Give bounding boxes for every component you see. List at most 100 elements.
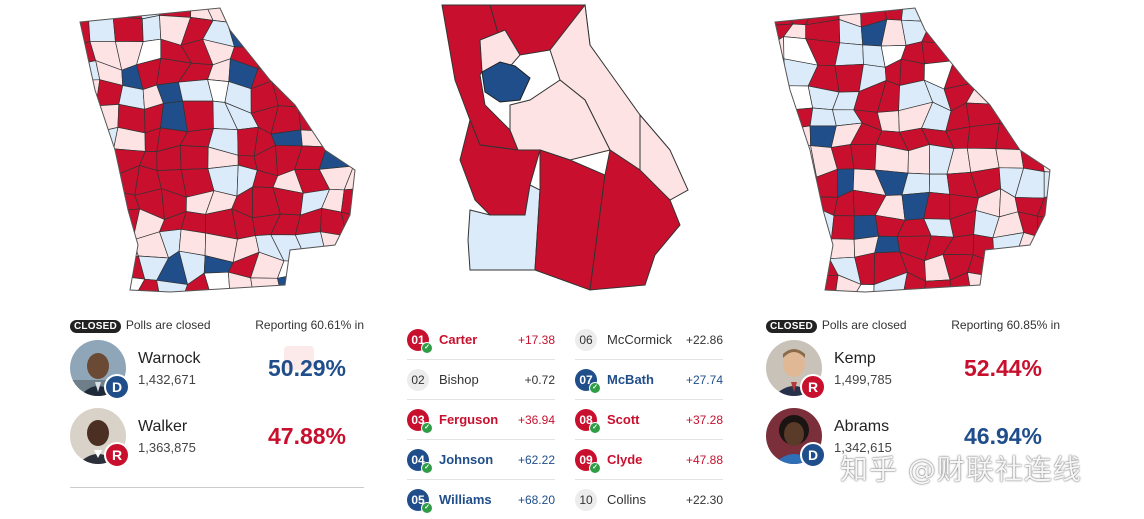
county-shape [321,101,351,132]
county-shape [80,8,100,22]
governor-results-panel: CLOSED Polls are closed Reporting 60.85% … [766,316,1060,470]
county-shape [80,233,99,258]
district-row-08[interactable]: 08 ✓ Scott +37.28 [575,400,723,440]
county-shape [969,61,1001,83]
county-shape [316,83,346,108]
closed-badge: CLOSED [70,319,121,333]
county-shape [850,143,877,171]
county-shape [809,107,837,127]
county-shape [141,14,162,42]
district-shape-12 [639,113,689,201]
reporting-status: Reporting 60.85% in [951,318,1060,332]
county-shape [775,169,782,192]
county-shape [349,126,355,151]
district-number: 08 ✓ [575,408,601,434]
county-shape [1034,8,1050,23]
county-shape [775,58,787,87]
county-shape [805,274,839,292]
county-shape [109,233,139,264]
candidate-name: Warnock [138,349,201,367]
county-shape [80,217,99,239]
avatar: R [766,340,826,400]
candidate-row-warnock[interactable]: D Warnock 1,432,671 50.29% [70,334,364,402]
district-row-01[interactable]: 01 ✓ Carter +17.38 [407,320,555,360]
district-row-06[interactable]: 06 McCormick +22.86 [575,320,723,360]
district-shape-13 [509,79,611,161]
county-shape [990,8,1022,25]
county-shape [992,43,1024,63]
district-number: 02 [407,368,429,391]
district-margin: +0.72 [524,372,555,387]
governor-county-map-svg [774,7,1051,293]
county-shape [1036,185,1050,221]
county-shape [834,42,864,67]
county-shape [1020,8,1045,22]
county-shape [316,59,352,86]
county-shape [993,251,1025,282]
district-row-03[interactable]: 03 ✓ Ferguson +36.94 [407,400,555,440]
county-shape [1016,251,1041,282]
district-winner-name: Clyde [607,452,643,467]
county-shape [178,79,214,102]
district-margin: +37.28 [685,412,723,427]
county-shape [775,83,788,111]
district-winner-name: Collins [607,492,647,507]
candidate-row-kemp[interactable]: R Kemp 1,499,785 52.44% [766,334,1060,402]
district-row-09[interactable]: 09 ✓ Clyde +47.88 [575,440,723,480]
county-shape [968,18,994,49]
county-shape [1038,121,1050,154]
county-shape [325,38,352,67]
county-shape [203,271,231,292]
county-shape [305,256,328,273]
county-shape [874,235,901,254]
district-column-1: 01 ✓ Carter +17.38 02 Bishop +0.72 03 ✓ Ferguson +… [407,320,555,519]
county-shape [252,15,283,49]
district-margin: +22.30 [685,492,723,507]
county-shape [775,230,795,262]
district-winner-name: Williams [439,492,492,507]
candidate-votes: 1,432,671 [138,371,196,387]
county-shape [156,279,189,292]
county-shape [80,105,97,134]
county-shape [775,187,787,219]
county-shape [159,8,192,18]
status-row: CLOSED Polls are closed Reporting 60.85% … [766,316,1060,334]
candidate-row-abrams[interactable]: D Abrams 1,342,615 46.94% [766,402,1060,470]
governor-county-map[interactable] [765,0,1065,300]
county-shape [784,207,819,239]
district-map[interactable] [440,0,690,300]
district-row-04[interactable]: 04 ✓ Johnson +62.22 [407,440,555,480]
county-shape [344,8,355,24]
candidate-row-walker[interactable]: R Walker 1,363,875 47.88% [70,402,364,470]
senate-county-map[interactable] [70,0,370,300]
county-shape [1036,258,1050,280]
county-shape [278,15,303,46]
county-shape [340,59,355,86]
county-shape [250,277,283,292]
county-shape [775,217,787,237]
district-number: 09 ✓ [575,448,601,474]
county-shape [252,8,280,25]
county-shape [278,8,298,21]
county-shape [775,257,795,284]
district-row-07[interactable]: 07 ✓ McBath +27.74 [575,360,723,400]
county-shape [182,100,214,132]
district-row-05[interactable]: 05 ✓ Williams +68.20 [407,480,555,519]
county-shape [928,173,951,195]
avatar: R [70,408,130,468]
faded-icon [284,346,314,370]
district-column-2: 06 McCormick +22.86 07 ✓ McBath +27.74 08 ✓ Scott… [575,320,723,519]
candidate-name: Kemp [834,349,876,367]
county-shape [784,230,809,262]
county-shape [85,274,115,292]
county-shape [340,253,355,277]
district-row-02[interactable]: 02 Bishop +0.72 [407,360,555,400]
county-shape [873,271,908,292]
county-shape [343,38,355,69]
county-shape [922,279,952,292]
county-shape [775,128,790,148]
county-shape [80,192,101,220]
county-shape [87,143,115,177]
district-row-10[interactable]: 10 Collins +22.30 [575,480,723,519]
county-shape [80,79,101,114]
